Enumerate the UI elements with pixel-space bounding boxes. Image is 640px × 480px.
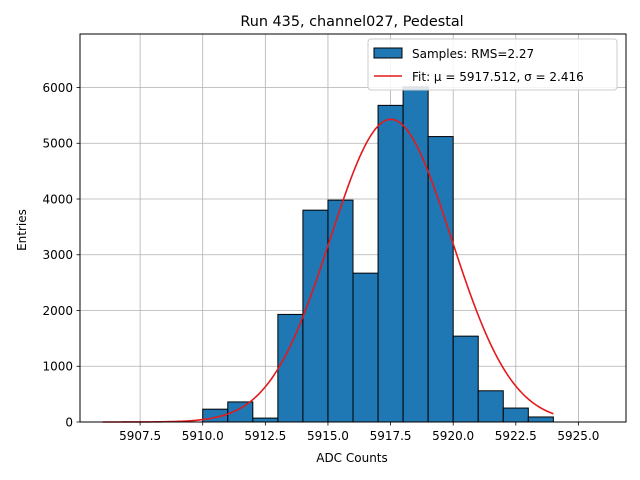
histogram-bars [202, 86, 554, 423]
x-tick-label: 5912.5 [244, 429, 286, 443]
fit-curve [102, 118, 554, 423]
histogram-bar [502, 407, 529, 423]
histogram-bar [352, 272, 379, 423]
y-tick-label: 0 [65, 415, 73, 429]
y-tick-label: 1000 [42, 360, 73, 374]
histogram-bar [252, 417, 279, 423]
axis-ticks: 5907.5 5910.0 5912.5 5915.0 5917.5 5920.0 5922… [42, 81, 599, 443]
legend: Samples: RMS=2.27 Fit: μ = 5917.512, σ =… [367, 38, 618, 91]
legend-box [367, 38, 618, 91]
y-axis-label: Entries [15, 209, 29, 251]
x-axis-label: ADC Counts [316, 451, 388, 465]
x-tick-label: 5917.5 [370, 429, 412, 443]
histogram-bar [427, 136, 454, 423]
histogram-bar [527, 416, 554, 423]
y-tick-label: 4000 [42, 192, 73, 206]
x-tick-label: 5907.5 [119, 429, 161, 443]
legend-swatch-samples [373, 47, 403, 59]
legend-label-fit: Fit: μ = 5917.512, σ = 2.416 [412, 70, 584, 84]
y-tick-label: 2000 [42, 304, 73, 318]
y-tick-label: 5000 [42, 137, 73, 151]
x-tick-label: 5922.5 [495, 429, 537, 443]
legend-label-samples: Samples: RMS=2.27 [412, 47, 534, 61]
histogram-bar [452, 335, 479, 423]
chart-title: Run 435, channel027, Pedestal [240, 14, 463, 30]
x-tick-label: 5920.0 [432, 429, 474, 443]
plot-frame [79, 33, 627, 423]
histogram-bar [402, 86, 429, 423]
histogram-bar [377, 104, 404, 423]
histogram-bar [302, 209, 329, 423]
histogram-bar [277, 313, 304, 423]
x-tick-label: 5925.0 [557, 429, 599, 443]
x-tick-label: 5910.0 [182, 429, 224, 443]
x-tick-label: 5915.0 [307, 429, 349, 443]
histogram-bar [477, 390, 504, 423]
y-tick-label: 6000 [42, 81, 73, 95]
y-tick-label: 3000 [42, 248, 73, 262]
fit-curve-layer [102, 118, 554, 423]
